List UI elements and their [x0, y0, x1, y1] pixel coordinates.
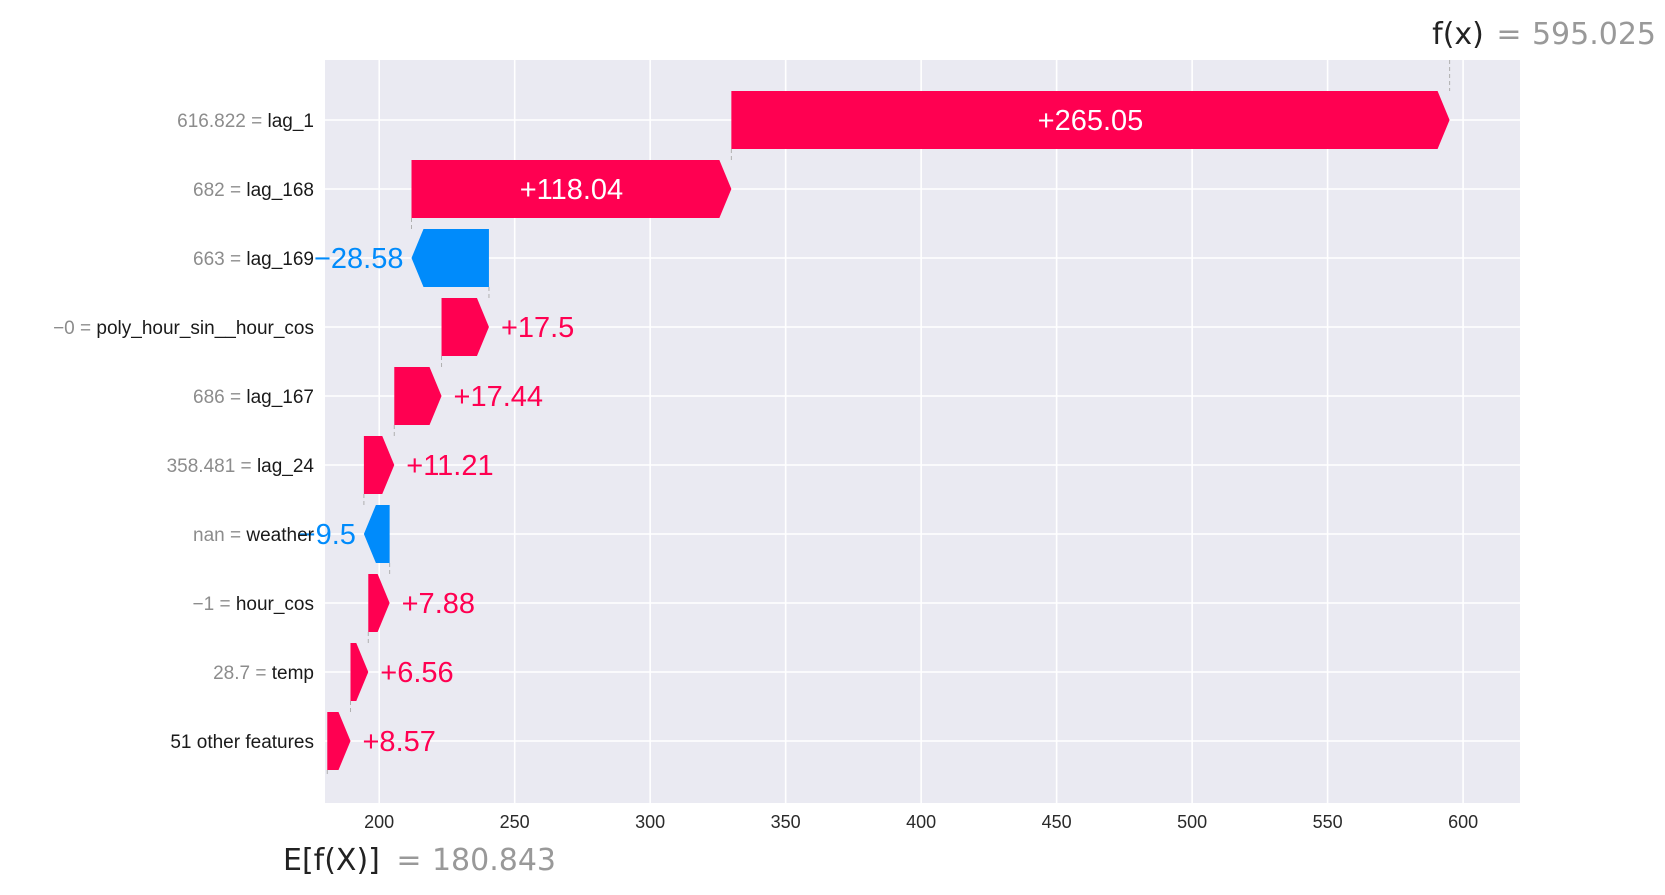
output-value: 595.025 [1532, 17, 1656, 52]
feature-label: 616.822 = lag_1 [177, 111, 314, 132]
bar-lag-24 [363, 436, 395, 494]
x-tick-label: 600 [1448, 812, 1478, 832]
feature-value: −1 [193, 594, 215, 615]
bar-weather [363, 505, 390, 563]
feature-name: 51 other features [170, 732, 314, 753]
feature-label: nan = weather [193, 525, 315, 546]
bar-lag-169 [411, 229, 489, 287]
output-symbol: f(x) [1432, 17, 1484, 52]
feature-label: −1 = hour_cos [193, 594, 315, 615]
feature-name: lag_167 [246, 387, 314, 408]
feature-name: temp [272, 663, 314, 684]
base-value: 180.843 [432, 843, 556, 878]
base-value-label: E[f(X)] = 180.843 [283, 843, 556, 878]
feature-label: 28.7 = temp [213, 663, 314, 684]
feature-label: 51 other features [170, 732, 314, 753]
bar-value-label: +17.44 [454, 381, 544, 413]
bar-poly-hour-sin-hour-cos [441, 298, 489, 356]
bar-value-label: +17.5 [501, 312, 574, 344]
feature-label: 358.481 = lag_24 [167, 456, 315, 477]
bar-lag-167 [394, 367, 442, 425]
x-tick-label: 300 [635, 812, 665, 832]
x-tick-label: 550 [1313, 812, 1343, 832]
bar-temp [350, 643, 369, 701]
bars: +265.05 +118.04 −28.58 +17.5 +17.44 +11.21 −9.… [299, 91, 1450, 770]
feature-value: −0 [53, 318, 75, 339]
feature-value: 616.822 [177, 111, 246, 132]
x-tick-label: 200 [364, 812, 394, 832]
bar-lag-1 [731, 91, 1450, 149]
connector-lines [326, 60, 1451, 776]
bar-value-label: +8.57 [363, 726, 436, 758]
output-equals: = [1496, 17, 1521, 52]
feature-label: 663 = lag_169 [193, 249, 314, 270]
bar-value-label: +6.56 [380, 657, 453, 689]
base-equals: = [396, 843, 421, 878]
x-tick-label: 350 [771, 812, 801, 832]
feature-value: nan [193, 525, 225, 546]
feature-name: lag_24 [257, 456, 314, 477]
x-tick-label: 450 [1042, 812, 1072, 832]
x-tick-labels: 200 250 300 350 400 450 500 550 600 [364, 812, 1478, 832]
feature-name: weather [245, 525, 314, 546]
feature-value: 358.481 [167, 456, 236, 477]
feature-label: 682 = lag_168 [193, 180, 314, 201]
feature-value: 663 [193, 249, 225, 270]
bar-value-label: +11.21 [406, 450, 493, 482]
feature-name: hour_cos [236, 594, 314, 615]
bar-lag-168 [411, 160, 732, 218]
feature-label: 686 = lag_167 [193, 387, 314, 408]
bar-hour-cos [368, 574, 390, 632]
feature-value: 28.7 [213, 663, 250, 684]
feature-labels: 616.822 = lag_1 682 = lag_168 663 = lag_16… [53, 111, 315, 753]
x-tick-label: 500 [1177, 812, 1207, 832]
bar-value-label: +265.05 [1038, 105, 1144, 137]
feature-name: lag_168 [246, 180, 314, 201]
feature-value: 686 [193, 387, 225, 408]
bar-value-label: −9.5 [299, 519, 356, 551]
output-value-label: f(x) = 595.025 [1432, 17, 1656, 52]
feature-name: poly_hour_sin__hour_cos [96, 318, 314, 339]
bar-value-label: +7.88 [402, 588, 475, 620]
base-symbol: E[f(X)] [283, 843, 380, 878]
feature-label: −0 = poly_hour_sin__hour_cos [53, 318, 314, 339]
x-tick-label: 250 [500, 812, 530, 832]
feature-name: lag_1 [268, 111, 315, 132]
bar-value-label: +118.04 [520, 174, 623, 206]
feature-name: lag_169 [246, 249, 314, 270]
feature-value: 682 [193, 180, 225, 201]
bar-value-label: −28.58 [314, 243, 404, 275]
x-tick-label: 400 [906, 812, 936, 832]
bar-51-other-features [327, 712, 351, 770]
